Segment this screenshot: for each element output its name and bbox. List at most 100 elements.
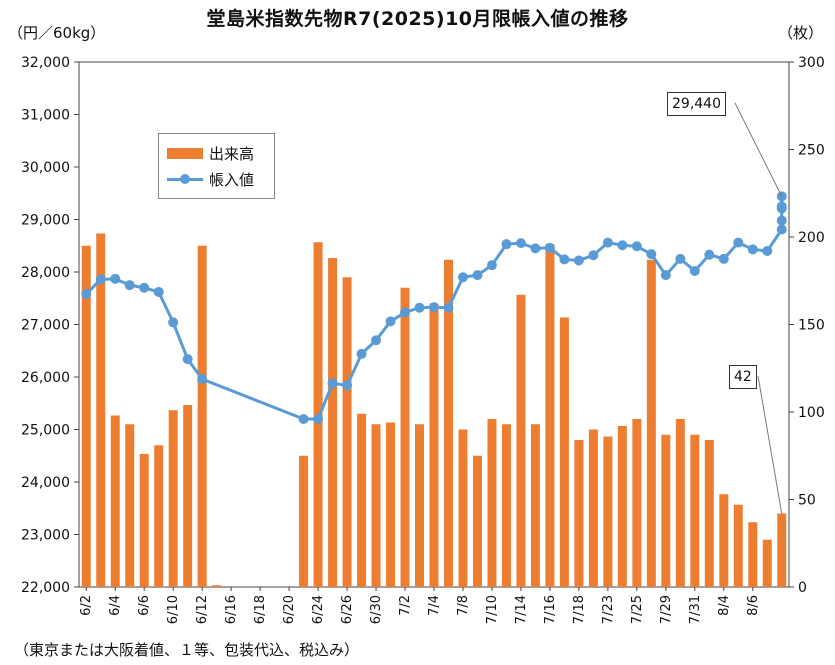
left-axis-tick-label: 29,000: [21, 213, 70, 229]
left-axis-tick-label: 26,000: [21, 370, 70, 386]
price-point: [675, 253, 686, 264]
price-point: [501, 239, 512, 250]
right-axis-tick-label: 0: [798, 580, 807, 596]
volume-bar: [661, 434, 671, 587]
callout-last-volume: 42: [729, 365, 757, 389]
chart-title: 堂島米指数先物R7(2025)10月限帳入値の推移: [206, 8, 629, 30]
price-point: [733, 237, 744, 248]
price-point: [588, 250, 599, 261]
x-axis-tick-label: 7/4: [427, 595, 442, 616]
x-axis-tick-label: 6/10: [166, 595, 181, 624]
price-point: [139, 282, 150, 293]
volume-bar: [415, 424, 425, 587]
price-point: [81, 289, 92, 300]
price-point: [646, 249, 657, 260]
volume-bar: [299, 455, 309, 587]
price-point: [602, 237, 613, 248]
volume-bar: [168, 410, 178, 587]
price-point: [530, 243, 541, 254]
price-point: [689, 265, 700, 276]
price-point: [313, 414, 324, 424]
left-axis-tick-label: 27,000: [21, 318, 70, 334]
price-point: [704, 249, 715, 260]
price-point: [429, 302, 439, 313]
volume-bar: [154, 445, 164, 587]
volume-bar: [357, 413, 367, 587]
price-point: [762, 246, 773, 256]
price-point: [457, 272, 468, 283]
volume-bar: [125, 424, 135, 587]
price-point: [110, 273, 121, 284]
x-axis-tick-label: 6/4: [108, 595, 123, 616]
x-axis-tick-label: 6/26: [340, 595, 355, 624]
volume-bar: [559, 317, 569, 587]
price-point: [776, 201, 787, 212]
price-point: [776, 224, 787, 235]
footnote: （東京または大阪着値、１等、包装代込、税込み）: [14, 641, 360, 659]
left-axis-tick-label: 25,000: [21, 423, 70, 439]
right-axis-tick-label: 100: [798, 405, 825, 421]
volume-bar: [632, 419, 642, 587]
volume-bar: [704, 440, 714, 587]
price-point: [443, 302, 454, 313]
volume-bar: [342, 277, 352, 587]
volume-bar: [400, 287, 410, 587]
right-axis-tick-label: 250: [798, 143, 825, 159]
left-axis-tick-label: 22,000: [21, 580, 70, 596]
price-point: [197, 374, 208, 385]
x-axis-tick-label: 6/30: [369, 595, 384, 624]
volume-bar: [371, 424, 381, 587]
right-axis-tick-label: 300: [798, 55, 825, 71]
x-axis-tick-label: 7/18: [572, 595, 587, 624]
x-axis-tick-label: 7/29: [659, 595, 674, 624]
price-point: [776, 215, 787, 226]
volume-bar: [212, 585, 222, 587]
price-point: [515, 238, 526, 249]
volume-bar: [386, 422, 396, 587]
volume-bar: [545, 244, 555, 587]
right-axis-tick-label: 150: [798, 318, 825, 334]
price-point: [124, 280, 135, 291]
volume-bar: [110, 415, 120, 587]
volume-bar: [603, 436, 613, 587]
x-axis-tick-label: 6/20: [282, 595, 297, 624]
x-axis-tick-label: 7/14: [514, 595, 529, 624]
legend-item-price: 帳入値: [167, 168, 254, 190]
x-axis-tick-label: 7/8: [456, 595, 471, 616]
volume-bar: [574, 440, 584, 587]
volume-bar: [96, 233, 106, 587]
x-axis-tick-label: 6/24: [311, 595, 326, 624]
x-axis-tick-label: 6/6: [137, 595, 152, 616]
volume-bar: [183, 405, 193, 587]
x-axis-tick-label: 7/2: [398, 595, 413, 616]
price-point: [182, 354, 193, 365]
volume-bar: [81, 245, 91, 587]
x-axis-tick-label: 6/12: [195, 595, 210, 624]
volume-bar: [777, 513, 787, 587]
right-axis-tick-label: 50: [798, 493, 816, 509]
left-axis-tick-label: 24,000: [21, 475, 70, 491]
price-point: [544, 242, 555, 253]
left-axis-unit: （円／60kg）: [8, 24, 106, 42]
volume-bar: [748, 522, 758, 587]
price-point: [486, 260, 497, 271]
price-point: [631, 241, 642, 252]
volume-bar: [501, 424, 511, 587]
legend: 出来高 帳入値: [158, 133, 275, 199]
legend-item-volume: 出来高: [167, 142, 254, 164]
x-axis-tick-label: 6/2: [79, 595, 94, 616]
volume-bar: [617, 426, 627, 587]
left-axis-tick-label: 32,000: [21, 55, 70, 71]
callout-leader-price: [734, 102, 783, 197]
price-point: [400, 307, 411, 318]
legend-label-price: 帳入値: [209, 170, 255, 189]
volume-bar: [328, 258, 338, 587]
volume-bar: [762, 539, 772, 587]
legend-label-volume: 出来高: [209, 144, 255, 163]
volume-bar: [646, 259, 656, 587]
volume-bar: [472, 455, 482, 587]
x-axis-tick-label: 7/23: [601, 595, 616, 624]
callout-last-price: 29,440: [667, 92, 726, 116]
volume-bar: [675, 419, 685, 587]
